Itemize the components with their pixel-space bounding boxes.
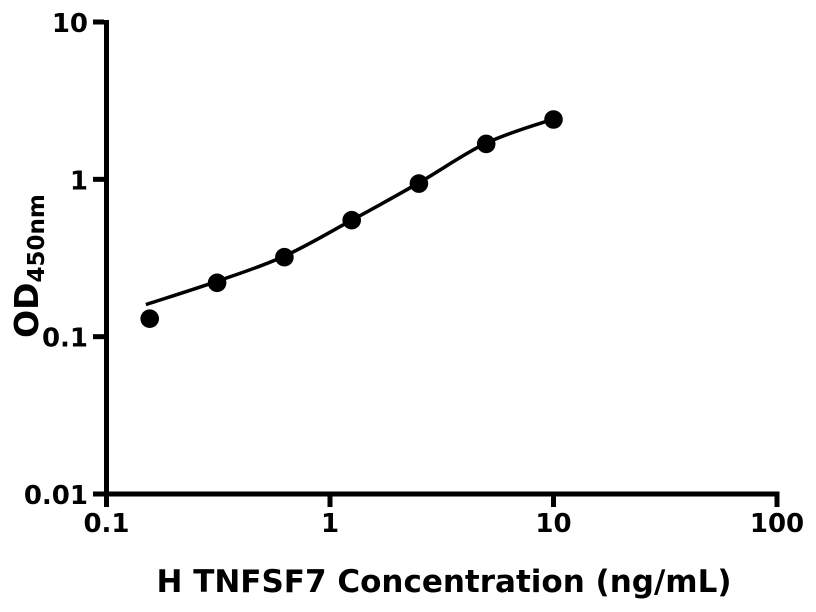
data-point [207, 273, 227, 293]
data-point [409, 174, 429, 193]
data-point [544, 110, 563, 129]
y-tick-label: 1 [70, 166, 88, 196]
data-point [275, 247, 294, 267]
x-tick-label: 1 [321, 509, 339, 539]
data-point [476, 134, 496, 154]
x-tick-label: 0.1 [83, 509, 129, 539]
x-tick-label: 10 [535, 509, 571, 539]
y-tick-label: 10 [52, 9, 88, 39]
x-axis-title: H TNFSF7 Concentration (ng/mL) [156, 564, 731, 600]
y-tick-label: 0.01 [24, 481, 88, 511]
data-point [140, 309, 159, 329]
x-axis-ticks: 0.1 1 10 100 [83, 494, 804, 539]
y-axis-title-subscript: 450nm [24, 194, 50, 282]
data-point [342, 210, 362, 230]
data-points-group [140, 110, 563, 329]
y-tick-label: 0.1 [42, 324, 88, 354]
y-axis-ticks: 0.01 0.1 1 10 [24, 9, 104, 511]
y-axis-title: OD450nm [7, 194, 50, 338]
y-axis-title-main: OD [7, 282, 46, 337]
x-tick-label: 100 [750, 509, 804, 539]
